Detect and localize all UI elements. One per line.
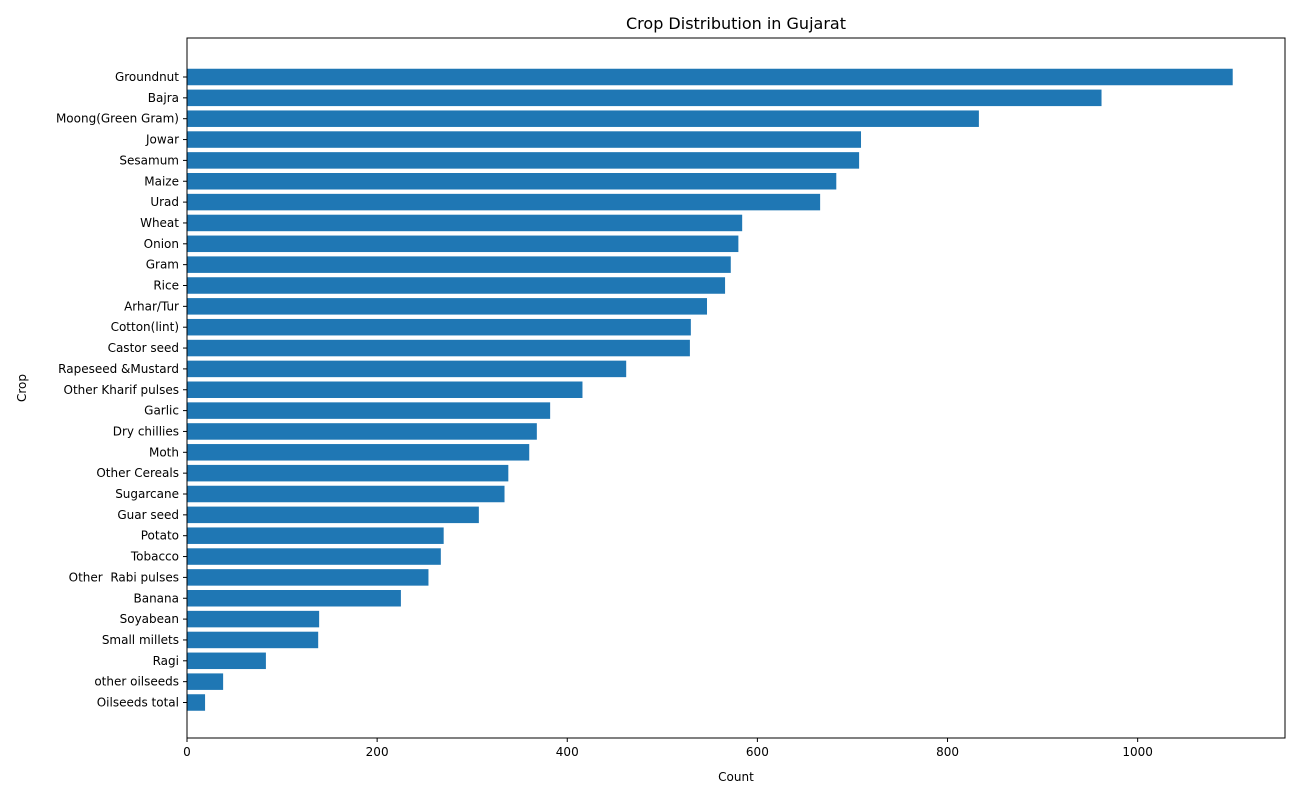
bar <box>187 298 708 315</box>
bar <box>187 569 429 586</box>
y-axis-ticks: Groundnut Bajra Moong(Green Gram) Jowar Sesa… <box>56 70 187 710</box>
bar <box>187 590 401 607</box>
y-tick-label: Wheat <box>140 216 179 230</box>
bar <box>187 152 860 169</box>
y-tick-label: Onion <box>144 237 179 251</box>
bar <box>187 214 743 232</box>
y-tick-label: Bajra <box>148 91 179 105</box>
plot-frame <box>186 37 1286 739</box>
y-tick-label: Urad <box>150 195 179 209</box>
y-tick-label: Tobacco <box>130 550 179 564</box>
x-tick-label: 800 <box>936 745 959 759</box>
y-tick-label: Other Cereals <box>96 466 179 480</box>
y-tick-label: Other Rabi pulses <box>69 570 179 584</box>
bars-group <box>187 68 1233 711</box>
y-tick-label: Rice <box>153 279 179 293</box>
y-tick-label: Garlic <box>144 404 179 418</box>
bar <box>187 631 319 649</box>
y-tick-label: Ragi <box>153 654 179 668</box>
y-tick-label: Rapeseed &Mustard <box>58 362 179 376</box>
bar <box>187 318 691 336</box>
y-tick-label: Gram <box>146 258 179 272</box>
y-tick-label: other oilseeds <box>94 675 179 689</box>
y-tick-label: Moth <box>149 445 179 459</box>
bar <box>187 235 739 253</box>
bar <box>187 277 726 294</box>
y-tick-label: Arhar/Tur <box>124 299 179 313</box>
y-tick-label: Small millets <box>102 633 179 647</box>
bar <box>187 506 479 524</box>
bar <box>187 68 1233 86</box>
y-tick-label: Groundnut <box>115 70 179 84</box>
bar <box>187 193 821 211</box>
y-tick-label: Soyabean <box>120 612 179 626</box>
x-axis-ticks: 0 200 400 600 800 1000 <box>183 738 1153 759</box>
y-tick-label: Castor seed <box>108 341 179 355</box>
x-tick-label: 600 <box>746 745 769 759</box>
chart-title: Crop Distribution in Gujarat <box>626 14 846 33</box>
bar <box>187 402 551 419</box>
y-tick-label: Oilseeds total <box>97 696 179 710</box>
y-tick-label: Maize <box>144 174 179 188</box>
bar <box>187 694 206 711</box>
bar <box>187 444 530 461</box>
y-axis-title: Crop <box>15 374 29 402</box>
y-tick-label: Other Kharif pulses <box>64 383 179 397</box>
bar <box>187 485 505 503</box>
bar <box>187 548 441 565</box>
bar <box>187 256 731 273</box>
bar <box>187 527 444 544</box>
y-tick-label: Jowar <box>145 133 179 147</box>
x-tick-label: 400 <box>556 745 579 759</box>
bar <box>187 423 537 440</box>
bar <box>187 381 583 398</box>
y-tick-label: Sesamum <box>119 153 179 167</box>
bar <box>187 89 1102 107</box>
y-tick-label: Potato <box>141 529 179 543</box>
x-tick-label: 200 <box>366 745 389 759</box>
y-tick-label: Cotton(lint) <box>111 320 179 334</box>
y-tick-label: Banana <box>133 591 179 605</box>
bar <box>187 464 509 482</box>
bar <box>187 360 627 378</box>
y-tick-label: Dry chillies <box>113 424 179 438</box>
x-axis-title: Count <box>718 770 754 784</box>
bar <box>187 652 266 670</box>
y-tick-label: Sugarcane <box>115 487 179 501</box>
bar <box>187 110 979 127</box>
bar <box>187 173 837 190</box>
bar <box>187 339 690 357</box>
x-tick-label: 0 <box>183 745 191 759</box>
bar <box>187 673 224 690</box>
y-tick-label: Moong(Green Gram) <box>56 112 179 126</box>
y-tick-label: Guar seed <box>117 508 179 522</box>
bar <box>187 131 862 148</box>
x-tick-label: 1000 <box>1122 745 1153 759</box>
bar <box>187 610 320 628</box>
